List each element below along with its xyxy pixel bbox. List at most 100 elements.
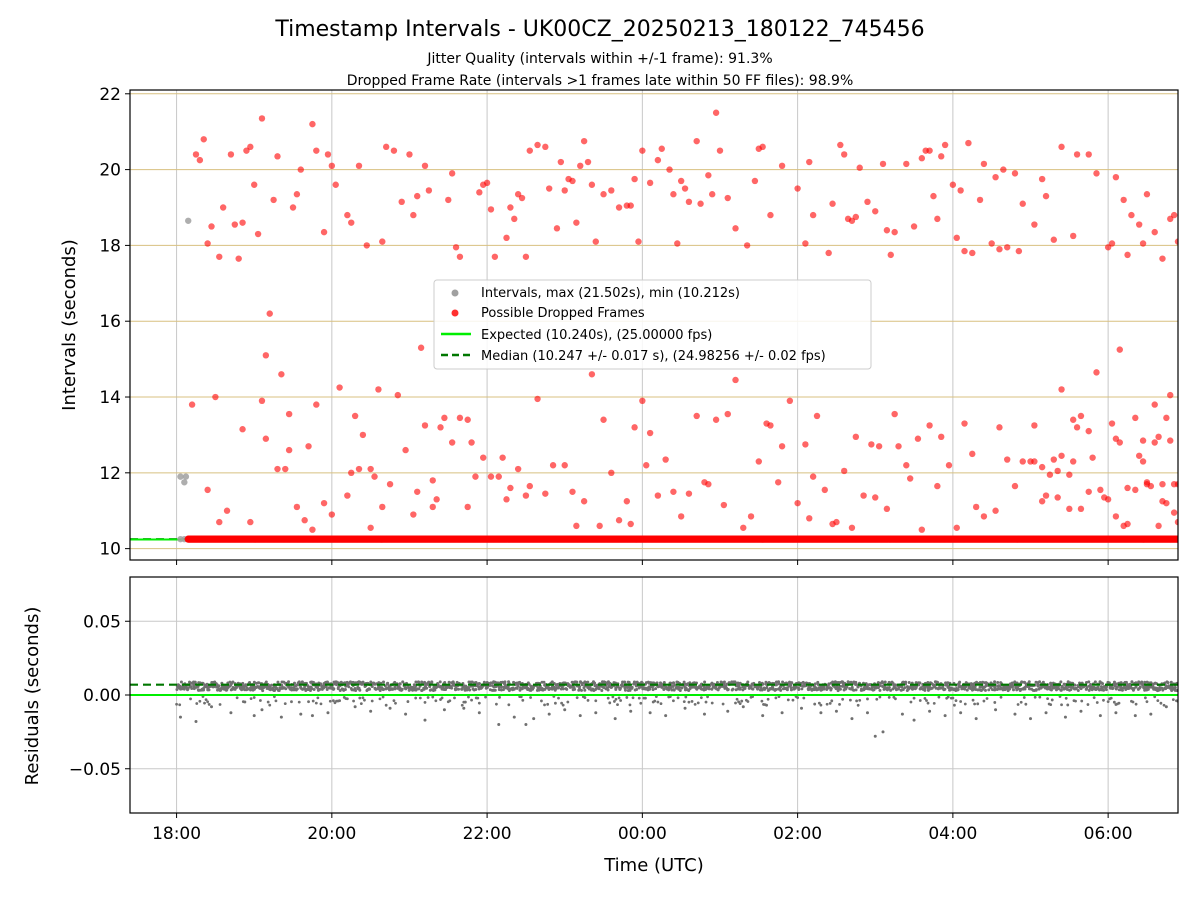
dropped-frame-point [421, 162, 429, 170]
dropped-frame-point [503, 496, 510, 503]
bottom-xtick-label: 22:00 [463, 824, 512, 844]
residual-point [425, 686, 429, 690]
residual-point [606, 696, 610, 700]
residual-point [963, 702, 967, 706]
residual-point [949, 686, 953, 690]
dropped-frame-point [930, 192, 937, 200]
residual-point [930, 686, 934, 690]
residual-point [822, 685, 826, 689]
dropped-frame-point [1058, 143, 1065, 151]
dropped-frame-point [371, 473, 378, 480]
dropped-frame-point [1070, 416, 1077, 423]
dropped-frame-point [332, 181, 339, 188]
dropped-frame-point [534, 395, 541, 403]
dropped-frame-point [720, 501, 728, 509]
dropped-frame-point [1116, 346, 1123, 353]
residual-point [235, 696, 239, 700]
residual-point [506, 685, 510, 689]
residual-point [813, 702, 817, 706]
residual-point [854, 688, 858, 692]
dropped-frame-point [429, 503, 436, 511]
residual-point [600, 688, 604, 692]
residual-point [290, 686, 294, 690]
dropped-frame-point [425, 187, 433, 194]
dropped-frame-point [503, 234, 510, 242]
residual-point [1033, 695, 1037, 699]
residual-point [887, 695, 891, 699]
residual-point [378, 688, 382, 692]
residual-point [238, 686, 242, 690]
legend-label-dropped: Possible Dropped Frames [481, 306, 645, 321]
dropped-frame-point [755, 458, 762, 465]
residual-point [786, 698, 790, 702]
residual-point [189, 697, 192, 701]
residual-point [341, 687, 345, 691]
residual-point [283, 702, 287, 706]
dropped-frame-point [410, 511, 417, 518]
residual-point [682, 700, 686, 704]
top-y-axis-label: Intervals (seconds) [59, 239, 80, 411]
dropped-frame-point [507, 204, 514, 211]
residual-point [1060, 703, 1063, 707]
residual-point [796, 696, 800, 700]
residual-point [1131, 688, 1135, 692]
dropped-frame-point [561, 187, 568, 194]
dropped-frame-point [677, 177, 685, 185]
dropped-frame-point [1143, 191, 1151, 198]
dropped-frame-point [751, 177, 759, 185]
residual-point [1029, 717, 1033, 721]
dropped-frame-point [511, 215, 518, 223]
dropped-frame-point [724, 410, 731, 418]
residual-point [1102, 688, 1106, 692]
residual-point [1034, 688, 1038, 692]
residual-point [617, 696, 621, 700]
residual-point [406, 700, 410, 703]
residual-point [370, 699, 374, 703]
residual-point [614, 697, 618, 701]
residual-point [504, 686, 508, 690]
residual-point [687, 700, 691, 704]
residual-point [791, 698, 795, 702]
residual-point [951, 696, 955, 700]
residual-point [863, 687, 867, 691]
residual-point [800, 687, 804, 691]
dropped-frame-point [499, 454, 506, 461]
residual-point [765, 703, 768, 707]
residual-point [1173, 686, 1177, 690]
dropped-frame-point [1089, 454, 1096, 461]
residual-point [1038, 680, 1042, 684]
residual-point [331, 699, 335, 703]
residual-point [310, 714, 314, 718]
dropped-frame-point [833, 518, 840, 526]
residual-point [577, 688, 581, 692]
dropped-frame-point [452, 244, 460, 251]
dropped-frame-point [1151, 401, 1158, 408]
residual-point [393, 687, 397, 691]
dropped-frame-point [953, 524, 960, 531]
residual-point [546, 702, 550, 706]
residual-point [474, 688, 478, 692]
dropped-frame-point [1155, 522, 1162, 530]
chart-subtitle-dropped: Dropped Frame Rate (intervals >1 frames … [347, 73, 854, 89]
residual-point [934, 686, 938, 690]
dropped-frame-point [778, 162, 786, 170]
dropped-frame-point [709, 191, 716, 198]
residual-point [257, 681, 261, 685]
residual-point [1159, 701, 1163, 705]
residual-point [1087, 680, 1091, 684]
dropped-frame-point [600, 416, 607, 423]
dropped-frame-point [514, 465, 522, 473]
residual-point [261, 689, 265, 693]
residual-point [644, 696, 647, 700]
residual-point [819, 711, 823, 715]
bottom-panel-yticks: −0.05 0.00 0.05 [69, 612, 130, 780]
dropped-frame-point [1066, 471, 1073, 478]
residual-point [404, 712, 408, 716]
dropped-frame-point [972, 503, 980, 511]
residual-point [1013, 680, 1017, 684]
dropped-frame-point [293, 503, 301, 511]
residual-point [889, 688, 893, 692]
residual-point [339, 680, 343, 684]
residual-point [819, 703, 823, 707]
dropped-frame-point [468, 439, 475, 446]
